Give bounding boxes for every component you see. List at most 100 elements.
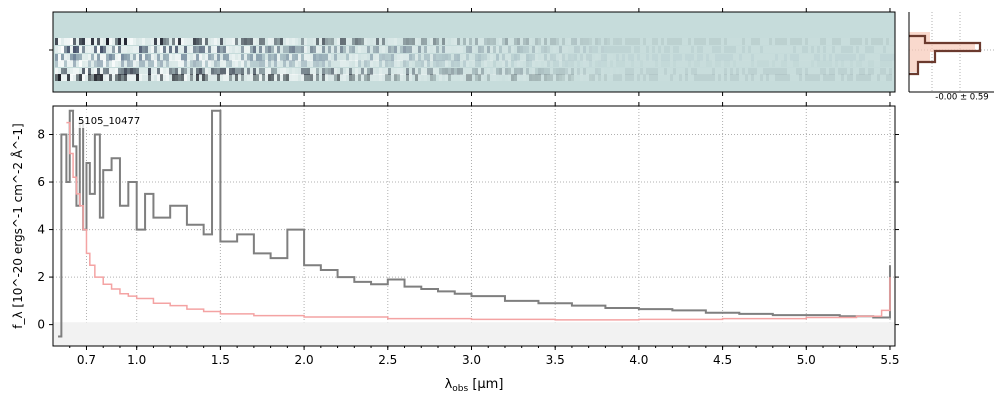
spectrum-2d-pixel [520,74,523,81]
spectrum-2d-pixel [415,54,418,61]
spectrum-2d-pixel [550,38,553,45]
spectrum-2d-pixel [727,46,730,53]
spectrum-2d-pixel [469,68,472,75]
spectrum-2d-pixel [499,46,502,53]
spectrum-2d-pixel [403,38,406,45]
spectrum-2d-pixel [658,46,661,53]
spectrum-2d-pixel [385,46,388,53]
spectrum-2d-pixel [538,74,541,81]
spectrum-2d-pixel [646,54,649,61]
spectrum-2d-pixel [610,54,613,61]
spectrum-2d-pixel [388,68,391,75]
spectrum-2d-pixel [379,54,382,61]
spectrum-2d-pixel [661,46,664,53]
spectrum-2d-pixel [550,68,553,75]
spectrum-2d-pixel [274,54,277,61]
spectrum-2d-pixel [826,74,829,81]
spectrum-2d-pixel [694,54,697,61]
spectrum-2d-pixel [583,60,586,67]
spectrum-2d-pixel [433,60,436,67]
spectrum-2d-pixel [808,68,811,75]
spectrum-2d-pixel [808,74,811,81]
spectrum-2d-pixel [784,54,787,61]
spectrum-2d-pixel [640,60,643,67]
spectrum-2d-pixel [457,54,460,61]
spectrum-2d-pixel [859,46,862,53]
spectrum-2d-pixel [760,46,763,53]
spectrum-2d-pixel [400,74,403,81]
spectrum-2d-pixel [733,38,736,45]
spectrum-2d-pixel [181,68,184,75]
spectrum-2d-pixel [85,54,88,61]
spectrum-2d-pixel [817,54,820,61]
spectrum-2d-pixel [679,38,682,45]
spectrum-2d-pixel [262,60,265,67]
spectrum-2d-pixel [76,74,79,81]
spectrum-2d-stripes [55,38,895,81]
spectrum-2d-pixel [286,46,289,53]
spectrum-2d-pixel [721,46,724,53]
spectrum-2d-pixel [736,68,739,75]
spectrum-2d-pixel [883,60,886,67]
spectrum-2d-pixel [361,46,364,53]
x-axis-ticks: 0.7 1.0 1.5 2.0 2.5 3.0 3.5 4.0 4.5 5.0 5.5 [69,102,900,367]
spectrum-2d-pixel [352,60,355,67]
spectrum-2d-pixel [694,60,697,67]
spectrum-2d-pixel [388,54,391,61]
spectrum-2d-pixel [715,54,718,61]
spectrum-2d-pixel [151,38,154,45]
spectrum-2d-pixel [760,68,763,75]
spectrum-2d-pixel [391,38,394,45]
spectrum-2d-pixel [103,38,106,45]
spectrum-2d-pixel [613,54,616,61]
spectrum-2d-pixel [250,74,253,81]
spectrum-2d-pixel [235,74,238,81]
spectrum-2d-pixel [442,74,445,81]
spectrum-2d-pixel [487,54,490,61]
spectrum-2d-pixel [316,74,319,81]
spectrum-2d-pixel [286,68,289,75]
spectrum-2d-pixel [682,54,685,61]
spectrum-2d-pixel [94,46,97,53]
spectrum-2d-pixel [607,60,610,67]
spectrum-2d-pixel [538,54,541,61]
spectrum-2d-pixel [355,38,358,45]
spectrum-2d-pixel [526,46,529,53]
spectrum-2d-pixel [607,74,610,81]
spectrum-2d-pixel [784,60,787,67]
spectrum-2d-pixel [604,74,607,81]
spectrum-2d-pixel [337,60,340,67]
spectrum-2d-pixel [547,68,550,75]
spectrum-2d-pixel [490,68,493,75]
spectrum-2d-pixel [829,54,832,61]
spectrum-2d-pixel [520,68,523,75]
spectrum-2d-pixel [577,68,580,75]
spectrum-2d-pixel [298,54,301,61]
spectrum-2d-pixel [598,60,601,67]
spectrum-2d-pixel [766,60,769,67]
spectrum-2d-pixel [469,38,472,45]
spectrum-2d-pixel [769,60,772,67]
spectrum-2d-pixel [391,46,394,53]
spectrum-2d-pixel [136,46,139,53]
spectrum-2d-pixel [544,68,547,75]
spectrum-2d-pixel [637,68,640,75]
spectrum-2d-pixel [664,74,667,81]
spectrum-2d-pixel [193,68,196,75]
spectrum-2d-pixel [883,38,886,45]
spectrum-2d-pixel [301,46,304,53]
x-tick-label: 4.0 [629,353,648,367]
spectrum-2d-pixel [130,54,133,61]
spectrum-2d-pixel [328,46,331,53]
spectrum-2d-pixel [577,74,580,81]
spectrum-2d-pixel [859,54,862,61]
spectrum-2d-pixel [118,60,121,67]
spectrum-2d-pixel [808,38,811,45]
spectrum-2d-pixel [772,54,775,61]
spectrum-2d-pixel [409,38,412,45]
spectrum-2d-pixel [634,46,637,53]
spectrum-2d-pixel [868,74,871,81]
spectrum-2d-pixel [817,46,820,53]
spectrum-2d-pixel [865,46,868,53]
spectrum-2d-pixel [121,38,124,45]
